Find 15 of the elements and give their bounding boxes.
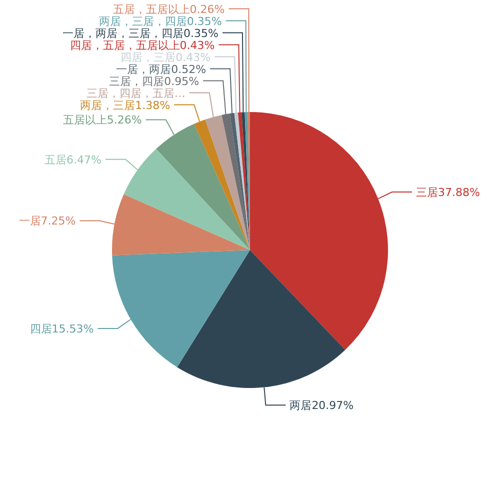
slice-label: 四居，五居，五居以上0.43% — [70, 38, 215, 52]
slice-label: 两居，三居1.38% — [80, 98, 170, 112]
slice-label: 一居，两居0.52% — [116, 62, 206, 76]
slice-label: 三居37.88% — [416, 186, 480, 200]
slice-label: 两居，三居，四居0.35% — [98, 14, 222, 28]
slice-label: 四居15.53% — [30, 322, 94, 336]
slice-label: 五居以上5.26% — [62, 114, 142, 127]
slice-label: 三居，四居，五居… — [86, 86, 186, 100]
slice-label: 两居20.97% — [290, 399, 354, 412]
slice-label: 四居，三居0.43% — [120, 50, 211, 64]
slice-label: 一居7.25% — [18, 214, 76, 228]
slice-label: 三居，四居0.95% — [109, 74, 200, 88]
slice-label: 五居6.47% — [44, 153, 102, 166]
slice-label: 一居，两居，三居，四居0.35% — [62, 26, 218, 40]
slice-label: 五居，五居以上0.26% — [112, 2, 225, 16]
